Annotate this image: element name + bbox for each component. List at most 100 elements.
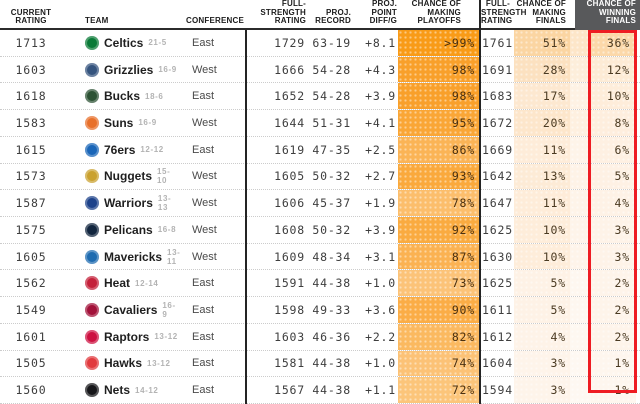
current-rating: 1618 — [15, 89, 47, 104]
team-record: 14-12 — [135, 385, 159, 395]
table-row: 1603 Grizzlies 16-9 West 1666 54-28 +4.3… — [0, 56, 640, 84]
team-name[interactable]: Suns — [104, 115, 134, 130]
chance-making-playoffs: 78% — [398, 190, 481, 216]
team-record: 16-9 — [162, 300, 176, 319]
team-name[interactable]: Bucks — [104, 89, 141, 104]
full-strength-rating: 1581 — [274, 356, 305, 371]
table-row: 1618 Bucks 18-6 East 1652 54-28 +3.9 98%… — [0, 83, 640, 111]
hawks-logo-icon — [85, 356, 99, 371]
column-divider-conference — [245, 30, 247, 404]
finals-gap-cell — [570, 163, 591, 190]
header-full-strength-rating-2: FULL- STRENGTH RATING — [481, 0, 527, 25]
proj-point-diff: +8.1 — [365, 35, 396, 50]
chance-making-finals: 5% — [514, 297, 570, 323]
raptors-logo-icon — [85, 329, 99, 344]
full-strength-rating: 1567 — [274, 383, 305, 398]
team-name[interactable]: Mavericks — [104, 249, 163, 264]
team-cell: Warriors 13-13 — [62, 190, 180, 216]
team-record: 13-13 — [157, 194, 172, 213]
header-proj-point-diff: PROJ. POINT DIFF/G — [369, 0, 397, 25]
chance-making-playoffs: 87% — [398, 243, 481, 270]
header-full-strength-rating: FULL- STRENGTH RATING — [260, 0, 306, 25]
chance-making-playoffs: 92% — [398, 216, 481, 243]
chance-winning-finals: 5% — [591, 163, 636, 190]
current-rating: 1583 — [15, 115, 47, 130]
current-rating: 1603 — [15, 62, 47, 77]
chance-making-playoffs: 82% — [398, 323, 481, 350]
conference: East — [192, 330, 215, 343]
chance-winning-finals: 36% — [591, 30, 636, 56]
team-name[interactable]: Hawks — [104, 356, 143, 371]
current-rating: 1587 — [15, 196, 47, 211]
full-strength-rating-2: 1683 — [482, 89, 513, 104]
proj-point-diff: +3.1 — [365, 249, 396, 264]
chance-making-finals: 28% — [514, 56, 570, 83]
team-name[interactable]: Nets — [104, 383, 131, 398]
table-row: 1587 Warriors 13-13 West 1606 45-37 +1.9… — [0, 190, 640, 217]
heat-logo-icon — [85, 276, 99, 291]
chance-making-playoffs: >99% — [398, 30, 481, 56]
team-cell: Heat 12-14 — [62, 270, 180, 296]
team-name[interactable]: Grizzlies — [104, 62, 154, 77]
table-row: 1615 76ers 12-12 East 1619 47-35 +2.5 86… — [0, 136, 640, 164]
table-row: 1560 Nets 14-12 East 1567 44-38 +1.1 72%… — [0, 377, 640, 404]
proj-record: 49-33 — [312, 302, 351, 317]
finals-gap-cell — [570, 243, 591, 270]
full-strength-rating: 1591 — [274, 276, 305, 291]
table-row: 1605 Mavericks 13-11 West 1609 48-34 +3.… — [0, 243, 640, 271]
full-strength-rating: 1598 — [274, 302, 305, 317]
team-name[interactable]: Raptors — [104, 329, 150, 344]
current-rating: 1605 — [15, 249, 47, 264]
full-strength-rating: 1605 — [274, 169, 305, 184]
chance-making-finals: 13% — [514, 163, 570, 190]
team-cell: Nets 14-12 — [62, 377, 180, 403]
column-divider-playoffs — [479, 0, 481, 404]
team-cell: Hawks 13-12 — [62, 351, 180, 377]
conference: East — [192, 143, 215, 156]
team-record: 12-14 — [135, 278, 159, 288]
proj-point-diff: +3.9 — [365, 222, 396, 237]
table-row: 1713 Celtics 21-5 East 1729 63-19 +8.1 >… — [0, 30, 640, 57]
proj-record: 63-19 — [312, 35, 351, 50]
team-name[interactable]: 76ers — [104, 142, 136, 157]
chance-making-finals: 51% — [514, 30, 570, 56]
cavaliers-logo-icon — [85, 302, 99, 317]
suns-logo-icon — [85, 115, 99, 130]
full-strength-rating-2: 1672 — [482, 115, 513, 130]
team-name[interactable]: Nuggets — [104, 169, 152, 184]
chance-making-playoffs: 73% — [398, 270, 481, 297]
team-name[interactable]: Celtics — [104, 35, 144, 50]
chance-winning-finals: 1% — [591, 377, 636, 403]
chance-winning-finals: 1% — [591, 350, 636, 377]
finals-gap-cell — [570, 190, 591, 216]
proj-record: 51-31 — [312, 115, 351, 130]
chance-making-finals: 5% — [514, 270, 570, 297]
team-name[interactable]: Heat — [104, 276, 131, 291]
team-cell: Raptors 13-12 — [62, 324, 180, 350]
full-strength-rating: 1609 — [274, 249, 305, 264]
finals-gap-cell — [570, 30, 591, 56]
team-name[interactable]: Pelicans — [104, 222, 153, 237]
conference: East — [192, 90, 215, 103]
proj-point-diff: +1.9 — [365, 196, 396, 211]
team-record: 21-5 — [148, 38, 167, 48]
finals-gap-cell — [570, 350, 591, 377]
full-strength-rating-2: 1604 — [482, 356, 513, 371]
proj-point-diff: +4.1 — [365, 115, 396, 130]
winning-finals-header-highlight — [575, 0, 640, 30]
team-name[interactable]: Warriors — [104, 196, 153, 211]
mavericks-logo-icon — [85, 249, 99, 264]
team-name[interactable]: Cavaliers — [104, 302, 158, 317]
proj-record: 54-28 — [312, 62, 351, 77]
finals-gap-cell — [570, 216, 591, 243]
current-rating: 1505 — [15, 356, 47, 371]
chance-making-finals: 11% — [514, 136, 570, 163]
76ers-logo-icon — [85, 142, 99, 157]
conference: West — [192, 197, 217, 210]
team-cell: Celtics 21-5 — [62, 30, 180, 56]
finals-gap-cell — [570, 297, 591, 323]
finals-gap-cell — [570, 83, 591, 110]
team-cell: Mavericks 13-11 — [62, 244, 180, 270]
proj-point-diff: +2.7 — [365, 169, 396, 184]
current-rating: 1573 — [15, 169, 47, 184]
